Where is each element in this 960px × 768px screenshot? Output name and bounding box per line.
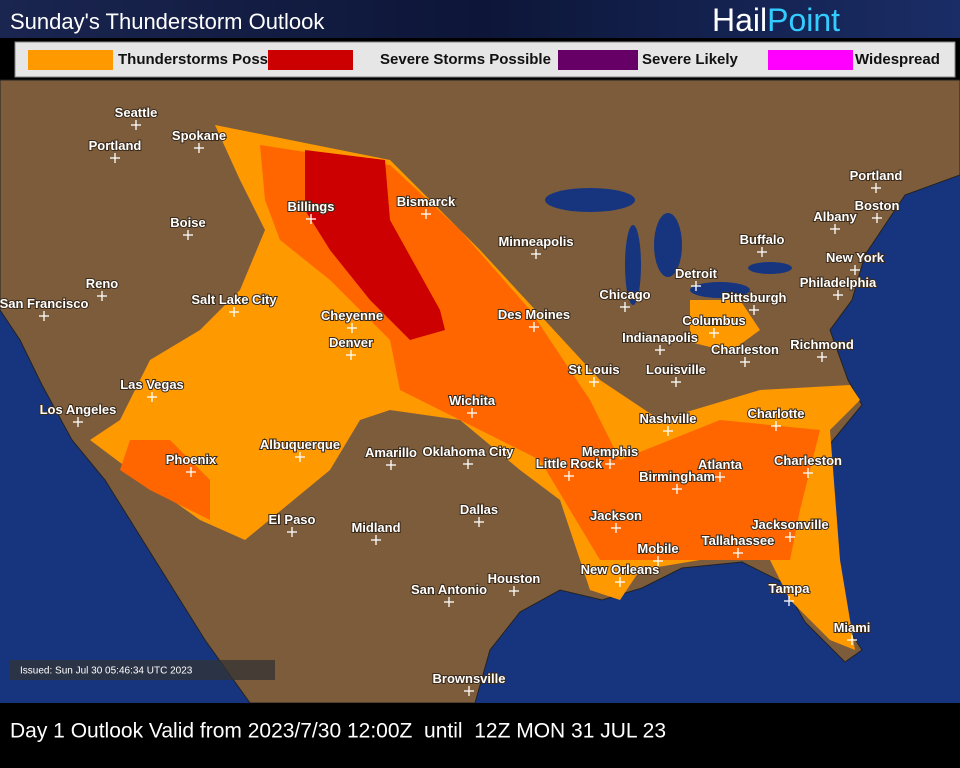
city-label: Pittsburgh bbox=[722, 290, 787, 305]
city-label: Richmond bbox=[790, 337, 854, 352]
city-label: Oklahoma City bbox=[422, 444, 514, 459]
city-label: Billings bbox=[288, 199, 335, 214]
city-label: Dallas bbox=[460, 502, 498, 517]
city-label: Salt Lake City bbox=[191, 292, 277, 307]
city-label: Bismarck bbox=[397, 194, 456, 209]
city-label: Phoenix bbox=[166, 452, 217, 467]
city-label: Charleston bbox=[774, 453, 842, 468]
legend-swatch bbox=[28, 50, 113, 70]
title-bar bbox=[0, 0, 960, 38]
city-label: Houston bbox=[488, 571, 541, 586]
logo-part: Point bbox=[767, 2, 840, 38]
logo-part: Hail bbox=[712, 2, 767, 38]
city-label: Spokane bbox=[172, 128, 226, 143]
footer-text: Day 1 Outlook Valid from 2023/7/30 12:00… bbox=[10, 720, 666, 743]
city-label: San Antonio bbox=[411, 582, 487, 597]
city-label: Amarillo bbox=[365, 445, 417, 460]
city-label: Charleston bbox=[711, 342, 779, 357]
city-label: Jacksonville bbox=[751, 517, 828, 532]
city-label: Seattle bbox=[115, 105, 158, 120]
city-label: St Louis bbox=[568, 362, 619, 377]
city-label: Little Rock bbox=[536, 456, 603, 471]
city-label: Los Angeles bbox=[40, 402, 117, 417]
legend-label: Severe Likely bbox=[642, 51, 739, 68]
legend: Thunderstorms Possible Severe Storms Poss… bbox=[28, 50, 940, 70]
city-label: Des Moines bbox=[498, 307, 570, 322]
city-label: Tallahassee bbox=[702, 533, 775, 548]
city-label: Tampa bbox=[769, 581, 811, 596]
issued-text: Issued: Sun Jul 30 05:46:34 UTC 2023 bbox=[20, 666, 193, 677]
footer-bar bbox=[0, 703, 960, 768]
city-label: Midland bbox=[351, 520, 400, 535]
city-label: Boise bbox=[170, 215, 205, 230]
city-label: Miami bbox=[834, 620, 871, 635]
city-label: Las Vegas bbox=[120, 377, 184, 392]
city-label: New Orleans bbox=[581, 562, 660, 577]
legend-label: Thunderstorms Possible bbox=[118, 51, 294, 68]
city-label: Indianapolis bbox=[622, 330, 698, 345]
legend-swatch bbox=[558, 50, 638, 70]
city-label: Albuquerque bbox=[260, 437, 340, 452]
city-label: El Paso bbox=[269, 512, 316, 527]
legend-swatch bbox=[268, 50, 353, 70]
issued-box bbox=[10, 660, 275, 680]
city-label: Portland bbox=[850, 168, 903, 183]
city-label: Charlotte bbox=[747, 406, 804, 421]
city-label: Nashville bbox=[639, 411, 696, 426]
city-label: Cheyenne bbox=[321, 308, 383, 323]
title: Sunday's Thunderstorm Outlook bbox=[10, 9, 325, 34]
logo: HailPoint bbox=[712, 2, 840, 38]
city-label: Brownsville bbox=[433, 671, 506, 686]
city-label: Chicago bbox=[599, 287, 650, 302]
city-label: Atlanta bbox=[698, 457, 743, 472]
legend-label: Widespread bbox=[855, 51, 940, 68]
city-label: Birmingham bbox=[639, 469, 715, 484]
city-label: Mobile bbox=[637, 541, 678, 556]
city-label: Columbus bbox=[682, 313, 746, 328]
city-label: Buffalo bbox=[740, 232, 785, 247]
city-label: Albany bbox=[813, 209, 857, 224]
city-label: Portland bbox=[89, 138, 142, 153]
legend-swatch bbox=[768, 50, 853, 70]
city-label: Denver bbox=[329, 335, 373, 350]
city-label: San Francisco bbox=[0, 296, 88, 311]
city-label: New York bbox=[826, 250, 885, 265]
city-label: Louisville bbox=[646, 362, 706, 377]
legend-label: Severe Storms Possible bbox=[380, 51, 551, 68]
city-label: Minneapolis bbox=[498, 234, 573, 249]
lakes bbox=[222, 188, 792, 319]
risk-areas bbox=[90, 125, 860, 650]
city-label: Detroit bbox=[675, 266, 718, 281]
city-label: Jackson bbox=[590, 508, 642, 523]
city-label: Reno bbox=[86, 276, 119, 291]
city-label: Memphis bbox=[582, 444, 638, 459]
city-label: Boston bbox=[855, 198, 900, 213]
city-label: Philadelphia bbox=[800, 275, 877, 290]
city-layer: Seattle Portland Spokane Boise Reno San Franc… bbox=[0, 104, 903, 696]
city-label: Wichita bbox=[449, 393, 496, 408]
